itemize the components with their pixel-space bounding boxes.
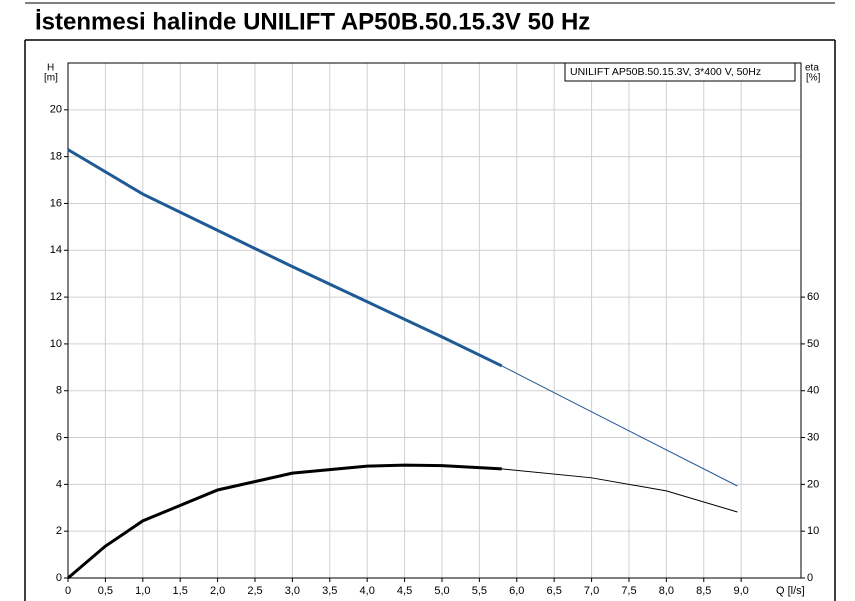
y-tick-label: 2 xyxy=(56,525,62,537)
x-axis-label: Q [l/s] xyxy=(776,585,805,597)
x-tick-label: 3,5 xyxy=(322,585,337,597)
y-axis-unit: [m] xyxy=(44,73,58,84)
y2-tick-label: 30 xyxy=(807,431,819,443)
x-tick-label: 2,0 xyxy=(210,585,225,597)
curve xyxy=(67,148,503,368)
y2-tick-label: 10 xyxy=(807,525,819,537)
plot-frame xyxy=(67,62,802,579)
x-tick-label: 5,5 xyxy=(472,585,487,597)
y2-tick-label: 50 xyxy=(807,338,819,350)
x-tick-label: 5,0 xyxy=(434,585,449,597)
x-tick-label: 7,0 xyxy=(584,585,599,597)
x-tick-label: 3,0 xyxy=(285,585,300,597)
x-tick-label: 4,0 xyxy=(360,585,375,597)
y-tick-label: 14 xyxy=(50,244,62,256)
x-tick-label: 6,5 xyxy=(547,585,562,597)
y-tick-label: 0 xyxy=(56,572,62,584)
y-axis-label: H xyxy=(47,63,54,74)
y-tick-label: 10 xyxy=(50,338,62,350)
curve xyxy=(67,463,502,580)
x-tick-label: 8,5 xyxy=(696,585,711,597)
y2-tick-label: 40 xyxy=(807,385,819,397)
x-tick-label: 9,0 xyxy=(734,585,749,597)
x-tick-label: 1,0 xyxy=(135,585,150,597)
x-tick-label: 1,5 xyxy=(173,585,188,597)
y2-axis-unit: [%] xyxy=(806,73,821,84)
y2-tick-label: 60 xyxy=(807,291,819,303)
x-tick-label: 0,5 xyxy=(98,585,113,597)
y-tick-label: 16 xyxy=(50,197,62,209)
x-tick-label: 4,5 xyxy=(397,585,412,597)
annotation: UNILIFT AP50B.50.15.3V, 3*400 V, 50Hz xyxy=(570,66,761,78)
x-tick-label: 7,5 xyxy=(621,585,636,597)
x-tick-label: 2,5 xyxy=(247,585,262,597)
y-tick-label: 12 xyxy=(50,291,62,303)
y2-axis-label: eta xyxy=(805,63,819,74)
chart-title: İstenmesi halinde UNILIFT AP50B.50.15.3V… xyxy=(35,8,590,35)
y-tick-label: 6 xyxy=(56,431,62,443)
y2-tick-label: 0 xyxy=(807,572,813,584)
x-tick-label: 8,0 xyxy=(659,585,674,597)
x-tick-label: 0 xyxy=(65,585,71,597)
y-tick-label: 20 xyxy=(50,104,62,116)
y-tick-label: 4 xyxy=(56,478,62,490)
y-tick-label: 8 xyxy=(56,385,62,397)
curve xyxy=(501,365,738,487)
y2-tick-label: 20 xyxy=(807,478,819,490)
x-tick-label: 6,0 xyxy=(509,585,524,597)
curve xyxy=(501,468,738,513)
annotation-box xyxy=(564,62,796,82)
y-tick-label: 18 xyxy=(50,151,62,163)
